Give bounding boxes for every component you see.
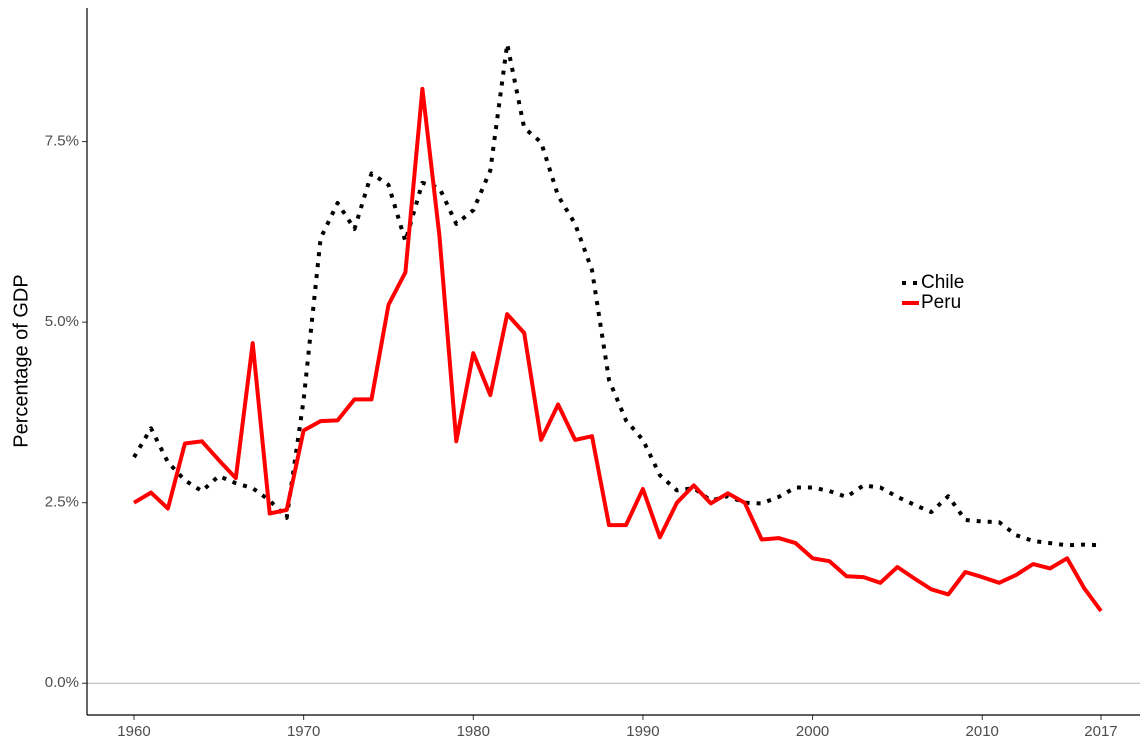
x-tick-label: 1990 xyxy=(626,723,659,740)
y-tick-label: 7.5% xyxy=(45,133,79,150)
legend-label: Peru xyxy=(921,292,961,313)
x-tick-label: 2010 xyxy=(966,723,999,740)
y-axis-label: Percentage of GDP xyxy=(10,274,32,447)
x-tick-label: 1960 xyxy=(117,723,150,740)
x-tick-label: 1980 xyxy=(457,723,490,740)
x-tick-label: 1970 xyxy=(287,723,320,740)
y-tick-label: 0.0% xyxy=(45,674,79,691)
series-line xyxy=(132,86,1103,613)
series-line xyxy=(132,42,1102,548)
y-tick-label: 2.5% xyxy=(45,494,79,511)
legend-label: Chile xyxy=(921,272,964,293)
y-tick-label: 5.0% xyxy=(45,313,79,330)
x-tick-label: 2017 xyxy=(1084,723,1117,740)
x-tick-label: 2000 xyxy=(796,723,829,740)
